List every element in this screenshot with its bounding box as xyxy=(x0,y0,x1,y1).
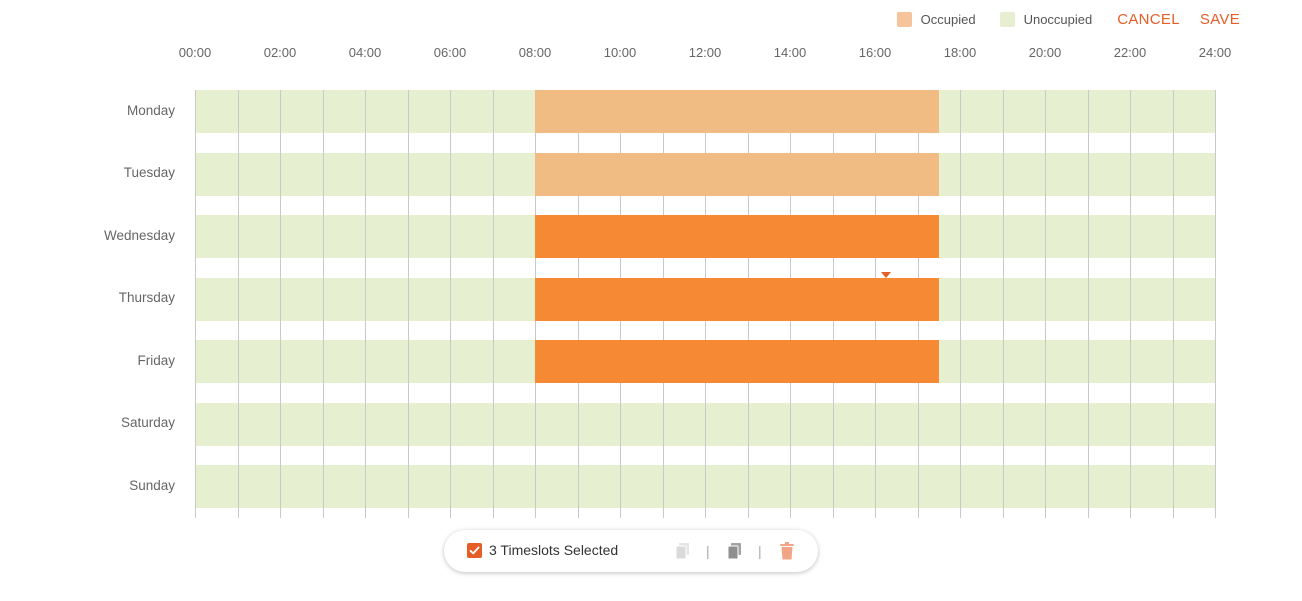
day-row-monday[interactable] xyxy=(195,90,1215,133)
day-label: Saturday xyxy=(120,415,175,430)
paste-icon[interactable] xyxy=(725,541,745,561)
hour-gridline xyxy=(450,90,451,518)
toolbar-divider: | xyxy=(706,543,710,559)
time-tick-label: 10:00 xyxy=(603,45,637,60)
legend-unoccupied-label: Unoccupied xyxy=(1023,11,1093,27)
day-label: Tuesday xyxy=(123,165,175,180)
select-all-checkbox[interactable] xyxy=(467,543,482,558)
hour-gridline xyxy=(407,90,409,518)
day-label: Wednesday xyxy=(103,227,175,243)
day-label: Friday xyxy=(137,352,175,368)
trash-icon[interactable] xyxy=(777,541,797,561)
cancel-button[interactable]: CANCEL xyxy=(1117,10,1180,28)
time-tick-label: 12:00 xyxy=(688,45,722,60)
timeslot-friday[interactable] xyxy=(535,340,939,383)
time-tick-label: 08:00 xyxy=(518,45,552,60)
time-tick-label: 22:00 xyxy=(1113,45,1147,60)
day-row-tuesday[interactable] xyxy=(195,152,1215,196)
unoccupied-swatch xyxy=(999,11,1015,27)
day-row-wednesday[interactable] xyxy=(195,215,1215,258)
save-button[interactable]: SAVE xyxy=(1199,10,1240,28)
hour-gridline xyxy=(195,90,196,518)
schedule-grid xyxy=(195,90,1216,518)
legend-bar: Occupied Unoccupied CANCEL SAVE xyxy=(896,8,1240,30)
time-tick-label: 02:00 xyxy=(263,45,297,60)
occupied-swatch xyxy=(896,11,912,27)
selection-count: 3 Timeslots Selected xyxy=(489,542,619,558)
timeslot-tuesday[interactable] xyxy=(535,152,939,196)
hour-gridline xyxy=(1087,90,1089,518)
day-label: Thursday xyxy=(118,290,175,305)
time-axis: 00:00 02:00 04:00 06:00 08:00 10:00 12:00 14:00… xyxy=(0,45,1302,65)
hour-gridline xyxy=(1215,90,1216,518)
timeslot-wednesday[interactable] xyxy=(535,215,939,258)
drag-handle-marker[interactable] xyxy=(881,272,891,278)
timeslot-monday[interactable] xyxy=(535,90,939,133)
time-tick-label: 00:00 xyxy=(178,45,212,60)
timeslot-thursday[interactable] xyxy=(535,277,939,321)
hour-gridline xyxy=(322,90,324,518)
hour-gridline xyxy=(1130,90,1131,518)
legend-occupied-label: Occupied xyxy=(920,11,976,27)
toolbar-divider: | xyxy=(758,543,762,559)
hour-gridline xyxy=(365,90,366,518)
time-tick-label: 18:00 xyxy=(943,45,977,60)
legend-occupied: Occupied xyxy=(896,11,976,27)
time-tick-label: 04:00 xyxy=(348,45,382,60)
copy-icon[interactable] xyxy=(673,541,693,561)
selection-toolbar: 3 Timeslots Selected | | xyxy=(444,530,818,572)
time-tick-label: 24:00 xyxy=(1198,45,1232,60)
time-tick-label: 20:00 xyxy=(1028,45,1062,60)
day-row-friday[interactable] xyxy=(195,340,1215,383)
hour-gridline xyxy=(280,90,281,518)
time-tick-label: 16:00 xyxy=(858,45,892,60)
hour-gridline xyxy=(1002,90,1004,518)
time-tick-label: 14:00 xyxy=(773,45,807,60)
day-label: Sunday xyxy=(129,477,175,493)
hour-gridline xyxy=(1045,90,1046,518)
time-tick-label: 06:00 xyxy=(433,45,467,60)
legend-unoccupied: Unoccupied xyxy=(999,11,1093,27)
hour-gridline xyxy=(237,90,239,518)
day-label: Monday xyxy=(126,102,175,118)
check-icon xyxy=(469,546,480,555)
day-row-thursday[interactable] xyxy=(195,277,1215,321)
hour-gridline xyxy=(1172,90,1174,518)
hour-gridline xyxy=(492,90,494,518)
hour-gridline xyxy=(960,90,961,518)
